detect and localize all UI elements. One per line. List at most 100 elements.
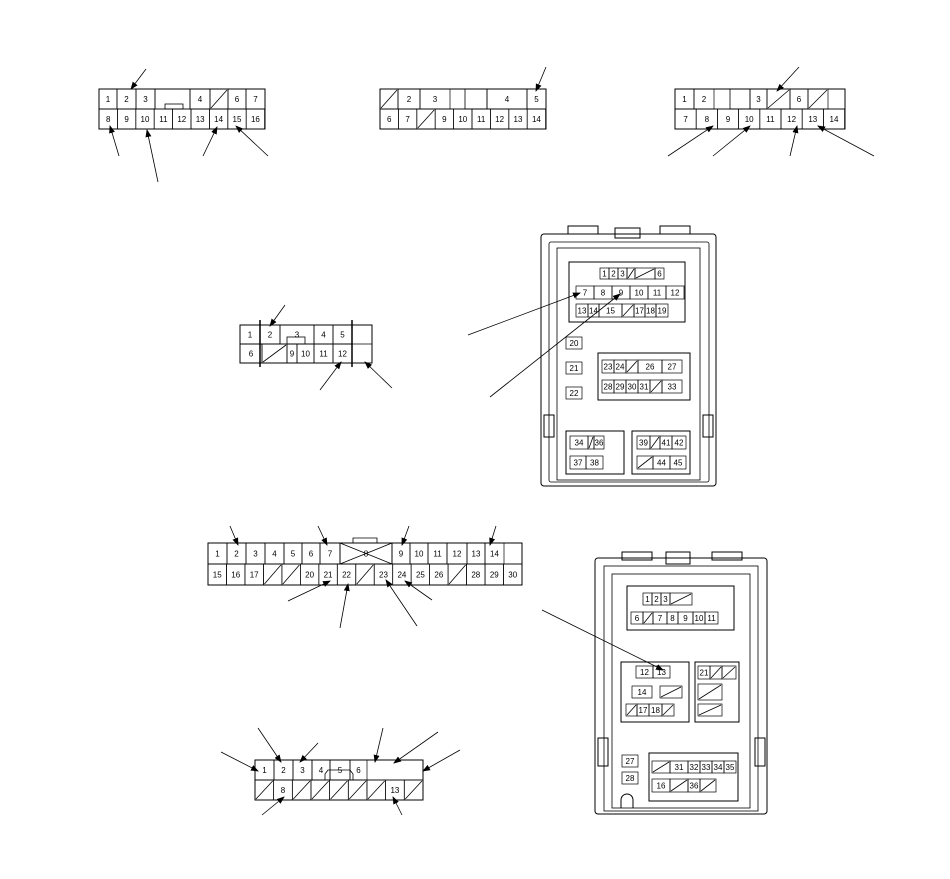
pin-label: 27 [626, 757, 635, 766]
pin-label: 30 [508, 571, 517, 580]
pin-label: 4 [319, 766, 324, 775]
pin-label: 6 [635, 614, 640, 623]
pin-label: 42 [675, 439, 684, 448]
pin-label: 2 [702, 95, 707, 104]
pin-label: 44 [657, 459, 666, 468]
pin-cell: 9 [717, 108, 739, 130]
pin-label: 41 [662, 439, 671, 448]
pin-cell: 30 [625, 379, 639, 394]
pin-label: 9 [442, 115, 447, 124]
pin-cell: 8 [98, 108, 118, 130]
blank-pin-cell [310, 779, 330, 801]
pin-cell: 35 [723, 760, 737, 774]
pin-label: 16 [251, 115, 260, 124]
pin-label: 5 [340, 331, 345, 340]
pin-cell: 10 [692, 611, 706, 625]
pin-label: 11 [433, 550, 442, 559]
pin-label: 6 [309, 550, 314, 559]
pin-cell: 26 [637, 359, 663, 374]
pin-label: 13 [657, 668, 666, 677]
pin-label: 29 [490, 571, 499, 580]
blank-pin-cell [209, 88, 229, 110]
blank-pin-cell [379, 88, 399, 110]
pin-label: 22 [570, 389, 579, 398]
pin-label: 3 [756, 95, 761, 104]
pin-cell: 17 [244, 563, 264, 586]
pin-label: 12 [338, 350, 347, 359]
pin-label: 5 [534, 95, 539, 104]
pin-cell: 32 [687, 760, 701, 774]
pin-label: 13 [472, 550, 481, 559]
pin-label: 38 [590, 459, 599, 468]
blank-pin-cell [355, 563, 375, 586]
pin-cell: 16 [245, 108, 265, 130]
pin-label: 12 [453, 550, 462, 559]
pin-label: 12 [640, 668, 649, 677]
pin-label: 11 [319, 350, 328, 359]
pin-label: 35 [726, 763, 735, 772]
pin-label: 1 [215, 550, 220, 559]
blank-pin-cell [625, 359, 639, 374]
pin-label: 33 [702, 763, 711, 772]
blank-pin-cell [621, 303, 635, 318]
pin-cell: 6 [654, 267, 665, 280]
pin-cell: 1 [599, 267, 610, 280]
pin-cell: 14 [484, 542, 505, 565]
pin-cell: 5 [526, 88, 547, 110]
pin-label: 13 [390, 786, 399, 795]
pin-label: 12 [495, 115, 504, 124]
pin-cell: 6 [301, 542, 321, 565]
blank-pin-cell [625, 703, 638, 717]
pin-label: 8 [601, 289, 606, 298]
pin-cell: 11 [759, 108, 782, 130]
pin-label: 2 [611, 270, 616, 279]
pin-cell: 18 [648, 703, 663, 717]
pin-cell: 4 [264, 542, 285, 565]
pin-cell: 4 [311, 759, 331, 781]
pin-label: 10 [745, 115, 754, 124]
pin-cell: 34 [569, 435, 589, 450]
pin-label: 45 [674, 459, 683, 468]
pin-cell: 7 [398, 108, 418, 130]
pin-cell: 34 [711, 760, 725, 774]
pin-label: 2 [281, 766, 286, 775]
blank-pin-cell [416, 108, 436, 130]
pin-cell: 14 [823, 108, 845, 130]
pin-label: 18 [651, 706, 660, 715]
pin-label: 28 [604, 383, 613, 392]
pin-cell: 39 [636, 435, 651, 450]
pin-cell: 2 [651, 592, 662, 606]
pin-cell: 9 [611, 285, 631, 300]
pin-label: 26 [434, 571, 443, 580]
pin-cell: 12 [446, 542, 468, 565]
pin-label: 23 [379, 571, 388, 580]
pin-label: 3 [663, 595, 668, 604]
pin-label: 12 [787, 115, 796, 124]
pin-label: 2 [124, 95, 129, 104]
blank-pin-cell [807, 88, 829, 110]
pin-cell: 11 [471, 108, 491, 130]
pin-cell: 7 [319, 542, 341, 565]
pin-label: 2 [234, 550, 239, 559]
pin-cell: 11 [427, 542, 448, 565]
pin-cell: 10 [135, 108, 155, 130]
pin-label: 10 [458, 115, 467, 124]
pin-cell: 3 [279, 324, 315, 345]
pin-label: 8 [364, 550, 369, 559]
pin-cell: 42 [671, 435, 687, 450]
pin-cell: 23 [373, 563, 394, 586]
blank-pin-cell [721, 665, 737, 680]
blank-pin-cell [347, 779, 368, 801]
blank-pin-cell [366, 779, 386, 801]
pin-cell: 27 [661, 359, 683, 374]
pin-label: 4 [198, 95, 203, 104]
pin-cell: 18 [644, 303, 657, 318]
blank-pin-cell [587, 435, 595, 450]
blank-pin-cell [649, 435, 661, 450]
pin-label: 2 [268, 331, 273, 340]
pin-label: 21 [700, 669, 709, 678]
pin-label: 15 [606, 307, 615, 316]
pin-label: 4 [272, 550, 277, 559]
pin-cell: 21 [565, 361, 583, 375]
blank-pin-cell [254, 779, 275, 801]
